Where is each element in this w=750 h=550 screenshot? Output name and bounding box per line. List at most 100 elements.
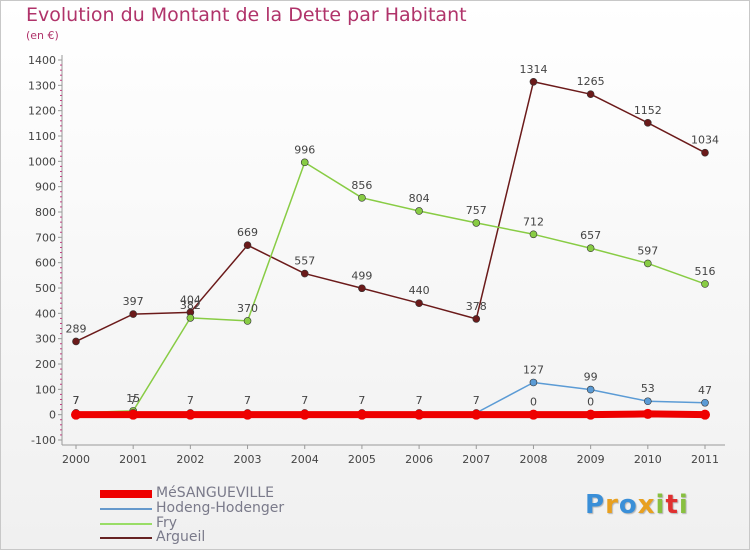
data-label: 996	[294, 143, 315, 156]
data-label: 7	[416, 394, 423, 407]
y-tick-label: 900	[35, 181, 56, 194]
data-label: 404	[180, 293, 201, 306]
x-tick-label: 2000	[62, 453, 90, 466]
data-label: 669	[237, 226, 258, 239]
data-label: 856	[351, 179, 372, 192]
data-point	[299, 409, 310, 420]
data-point	[472, 315, 481, 323]
data-label: 1265	[577, 75, 605, 88]
data-point	[472, 219, 481, 227]
proxiti-logo: Proxiti	[585, 490, 689, 520]
x-tick-label: 2002	[176, 453, 204, 466]
data-label: 1034	[691, 134, 719, 147]
data-point	[701, 280, 709, 288]
data-point	[586, 90, 595, 98]
y-tick-label: 800	[35, 206, 56, 219]
legend-swatch	[100, 523, 152, 525]
data-label: 7	[130, 394, 137, 407]
data-label: 99	[584, 371, 598, 384]
x-tick-label: 2009	[577, 453, 605, 466]
data-point	[471, 409, 482, 420]
legend-swatch	[100, 537, 152, 539]
data-point	[72, 337, 80, 346]
legend-swatch	[100, 508, 152, 510]
data-point	[529, 378, 538, 387]
legend-label: MéSANGUEVILLE	[156, 485, 274, 501]
data-label: 7	[73, 394, 80, 407]
data-point	[242, 409, 253, 420]
series-line-hodeng-hodenger	[76, 381, 706, 414]
x-tick-label: 2005	[348, 453, 376, 466]
data-label: 15	[126, 392, 140, 405]
y-tick-label: 200	[35, 358, 56, 371]
data-point	[529, 230, 538, 239]
y-tick-label: 500	[35, 282, 56, 295]
data-label: 1314	[519, 63, 547, 76]
data-point	[586, 385, 595, 394]
data-label: 557	[294, 255, 315, 268]
data-label: 7	[244, 394, 251, 407]
data-point	[700, 409, 710, 420]
data-point	[415, 299, 423, 308]
data-label: 7	[73, 394, 80, 407]
data-label: 289	[66, 322, 87, 335]
data-label: 7	[358, 394, 365, 407]
data-point	[71, 409, 81, 420]
legend-swatch	[100, 490, 152, 498]
data-point	[644, 397, 652, 406]
y-tick-label: 300	[35, 333, 56, 346]
y-tick-label: 100	[35, 383, 56, 396]
data-label: 0	[530, 396, 537, 409]
data-point	[128, 409, 139, 420]
data-point	[701, 148, 709, 157]
data-label: 712	[523, 215, 544, 228]
data-label: 0	[587, 396, 594, 409]
data-label: 127	[523, 363, 544, 376]
data-label: 499	[351, 269, 372, 282]
series-line-argueil	[75, 81, 706, 343]
data-point	[701, 398, 709, 407]
data-point	[129, 310, 137, 318]
data-point	[358, 194, 366, 202]
x-tick-label: 2011	[691, 453, 719, 466]
data-label: 382	[180, 299, 201, 312]
data-label: 597	[637, 244, 658, 257]
x-tick-label: 2001	[119, 453, 147, 466]
legend-label: Argueil	[156, 529, 206, 545]
data-point	[243, 317, 252, 325]
chart-title: Evolution du Montant de la Dette par Hab…	[26, 4, 467, 26]
x-tick-label: 2008	[519, 453, 547, 466]
series-line-mésangueville	[76, 410, 706, 419]
legend-label: Fry	[156, 515, 178, 531]
data-label: 370	[237, 302, 258, 315]
series-line-fry	[75, 161, 706, 414]
data-point	[300, 269, 309, 278]
data-label: 7	[473, 394, 480, 407]
data-point	[414, 409, 425, 420]
y-tick-label: 700	[35, 231, 56, 244]
y-tick-label: 1100	[28, 130, 56, 143]
x-tick-label: 2003	[234, 453, 262, 466]
x-tick-label: 2007	[462, 453, 490, 466]
data-label: 53	[641, 382, 655, 395]
data-point	[529, 77, 538, 86]
data-label: 47	[698, 384, 712, 397]
data-label: 757	[466, 204, 487, 217]
data-point	[415, 207, 423, 215]
data-label: 657	[580, 229, 601, 242]
y-tick-label: -100	[31, 434, 56, 447]
x-tick-label: 2010	[634, 453, 662, 466]
data-point	[644, 259, 652, 268]
legend-label: Hodeng-Hodenger	[156, 500, 285, 516]
data-point	[644, 119, 652, 127]
data-label: 397	[123, 295, 144, 308]
y-tick-label: 1200	[28, 105, 56, 118]
data-point	[585, 409, 596, 420]
data-point	[642, 408, 653, 419]
y-tick-label: 400	[35, 307, 56, 320]
y-tick-label: 1000	[28, 155, 56, 168]
data-point	[528, 409, 539, 420]
y-tick-label: 1300	[28, 79, 56, 92]
